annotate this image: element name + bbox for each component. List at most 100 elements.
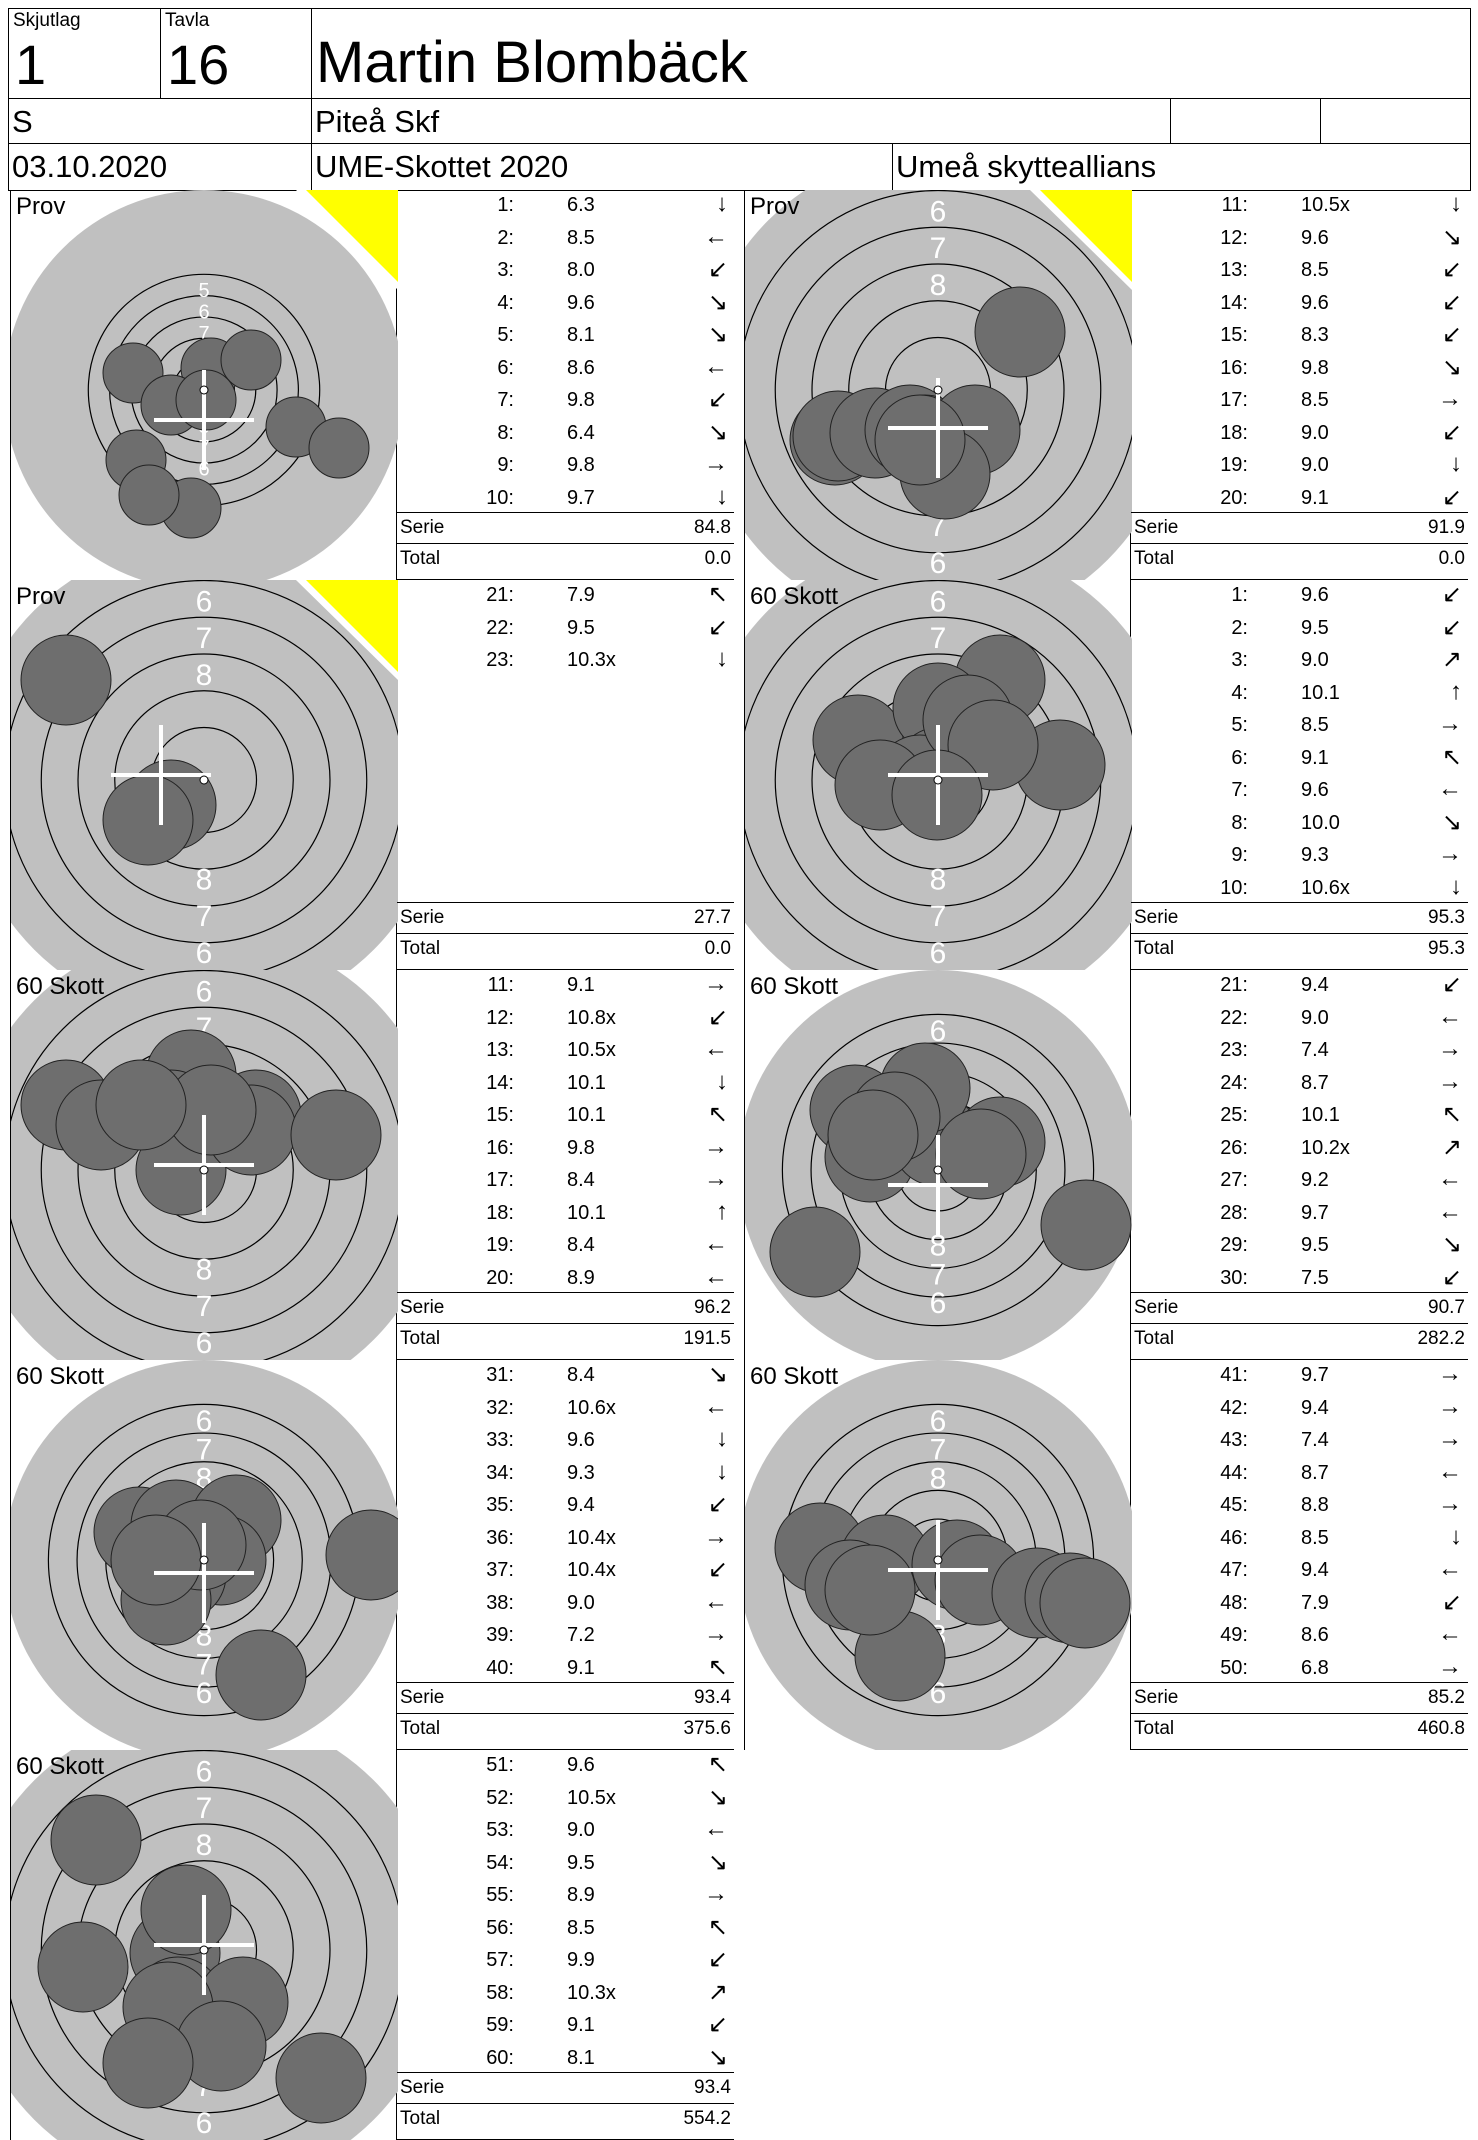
shot-row: 1:6.3↓ [397, 190, 734, 222]
target-view: 55667788Prov [10, 190, 397, 580]
direction-arrow-icon: ↓ [1450, 190, 1462, 218]
direction-arrow-icon: ← [704, 353, 728, 381]
series-title: Prov [16, 583, 65, 610]
direction-arrow-icon: ↓ [716, 483, 728, 511]
series-title: 60 Skott [750, 1363, 838, 1390]
shot-value: 9.1 [1301, 747, 1329, 770]
shot-value: 10.6x [567, 1397, 616, 1420]
direction-arrow-icon: ← [1438, 1620, 1462, 1648]
shot-number: 44: [1220, 1462, 1248, 1485]
shot-value: 9.7 [1301, 1202, 1329, 1225]
serie-label: Serie [1134, 1297, 1178, 1319]
direction-arrow-icon: ← [1438, 1165, 1462, 1193]
shot-number: 26: [1220, 1137, 1248, 1160]
shot-number: 1: [1231, 584, 1248, 607]
shot-value: 9.4 [1301, 1397, 1329, 1420]
direction-arrow-icon: ↙ [708, 1490, 728, 1519]
direction-arrow-icon: ↘ [708, 418, 728, 447]
direction-arrow-icon: ↙ [708, 2010, 728, 2039]
shot-row: 36:10.4x→ [397, 1523, 734, 1555]
shot-row: 23:10.3x↓ [397, 645, 734, 677]
shot-value: 9.6 [1301, 227, 1329, 250]
ring-number: 7 [930, 900, 947, 933]
shot-number: 9: [1231, 844, 1248, 867]
shot-value: 8.5 [567, 227, 595, 250]
shot-number: 7: [1231, 779, 1248, 802]
shot-row: 3:9.0↗ [1131, 645, 1468, 677]
shot-value: 9.8 [567, 454, 595, 477]
direction-arrow-icon: ↙ [1442, 580, 1462, 609]
shot-row: 52:10.5x↘ [397, 1783, 734, 1815]
ring-number: 6 [196, 1327, 213, 1360]
shot-number: 12: [486, 1007, 514, 1030]
skjutlag-label: Skjutlag [13, 10, 81, 32]
shot-row: 11:10.5x↓ [1131, 190, 1468, 222]
shot-row: 17:8.5→ [1131, 385, 1468, 417]
shot-number: 21: [486, 584, 514, 607]
shot-number: 12: [1220, 227, 1248, 250]
shot-value: 10.6x [1301, 877, 1350, 900]
direction-arrow-icon: ↗ [1442, 645, 1462, 674]
shot-row: 60:8.1↘ [397, 2043, 734, 2075]
shot-row: 9:9.8→ [397, 450, 734, 482]
shot-value: 9.5 [1301, 617, 1329, 640]
total-value: 554.2 [683, 2108, 731, 2130]
shot-row: 10:10.6x↓ [1131, 873, 1468, 905]
shot-value: 9.8 [567, 389, 595, 412]
shot-value: 9.2 [1301, 1169, 1329, 1192]
shot-number: 6: [497, 357, 514, 380]
direction-arrow-icon: ↙ [1442, 1588, 1462, 1617]
shot-list: 11:10.5x↓12:9.6↘13:8.5↙14:9.6↙15:8.3↙16:… [1131, 190, 1468, 580]
shot-row: 26:10.2x↗ [1131, 1133, 1468, 1165]
direction-arrow-icon: ↘ [708, 1783, 728, 1812]
shot-hole [1041, 1180, 1131, 1270]
shot-value: 8.7 [1301, 1072, 1329, 1095]
target-center [934, 1166, 942, 1174]
shot-number: 32: [486, 1397, 514, 1420]
direction-arrow-icon: ↙ [708, 613, 728, 642]
shot-hole [276, 2033, 366, 2123]
shot-value: 9.8 [567, 1137, 595, 1160]
series-panel: 55667788Prov1:6.3↓2:8.5←3:8.0↙4:9.6↘5:8.… [0, 190, 734, 580]
shot-row: 32:10.6x← [397, 1393, 734, 1425]
direction-arrow-icon: ↙ [1442, 970, 1462, 999]
direction-arrow-icon: ← [704, 1035, 728, 1063]
direction-arrow-icon: ↘ [1442, 223, 1462, 252]
direction-arrow-icon: ↙ [708, 1003, 728, 1032]
shot-row: 50:6.8→ [1131, 1653, 1468, 1685]
shot-row: 7:9.6← [1131, 775, 1468, 807]
shot-value: 9.6 [567, 1429, 595, 1452]
organizer-value: Umeå skytteallians [896, 150, 1156, 184]
shot-value: 7.4 [1301, 1429, 1329, 1452]
total-label: Total [1134, 938, 1174, 960]
shot-row: 7:9.8↙ [397, 385, 734, 417]
shot-row: 4:9.6↘ [397, 288, 734, 320]
shot-value: 8.5 [1301, 259, 1329, 282]
shot-row: 20:9.1↙ [1131, 483, 1468, 515]
direction-arrow-icon: ↙ [1442, 418, 1462, 447]
shot-number: 6: [1231, 747, 1248, 770]
shot-number: 29: [1220, 1234, 1248, 1257]
shot-number: 48: [1220, 1592, 1248, 1615]
shot-value: 10.1 [567, 1072, 606, 1095]
shot-number: 16: [1220, 357, 1248, 380]
shot-row: 2:9.5↙ [1131, 613, 1468, 645]
tavla-value: 16 [167, 35, 229, 95]
direction-arrow-icon: ← [1438, 775, 1462, 803]
shot-row: 56:8.5↖ [397, 1913, 734, 1945]
shot-number: 40: [486, 1657, 514, 1680]
direction-arrow-icon: → [1438, 1393, 1462, 1421]
shot-row: 11:9.1→ [397, 970, 734, 1002]
serie-value: 90.7 [1428, 1297, 1465, 1319]
direction-arrow-icon: ↖ [708, 1750, 728, 1779]
shot-row: 30:7.5↙ [1131, 1263, 1468, 1295]
shot-list: 31:8.4↘32:10.6x←33:9.6↓34:9.3↓35:9.4↙36:… [397, 1360, 734, 1750]
shot-value: 10.3x [567, 649, 616, 672]
shot-value: 6.8 [1301, 1657, 1329, 1680]
club-cell: Piteå Skf [311, 98, 1171, 144]
